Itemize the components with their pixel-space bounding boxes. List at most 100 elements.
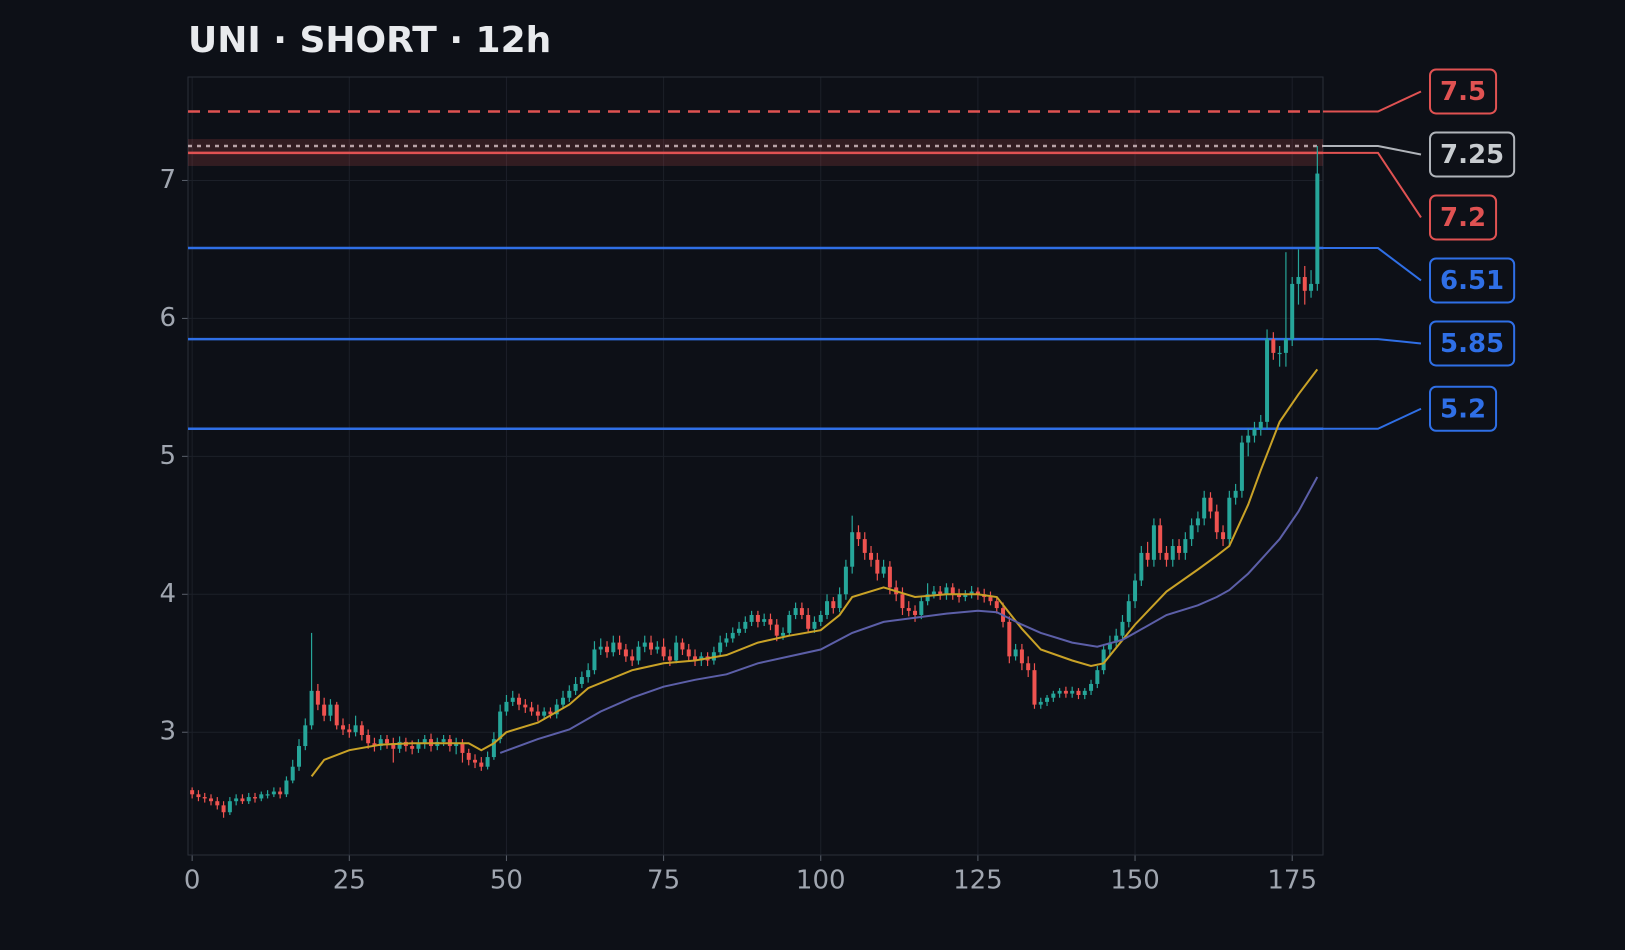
y-tick-label: 3 <box>159 717 176 747</box>
candle-body <box>1309 283 1314 291</box>
candle-body <box>422 739 427 744</box>
candle-body <box>875 559 880 574</box>
candle-body <box>573 683 578 691</box>
candle-body <box>391 743 396 749</box>
level-label: 7.2 <box>1440 203 1486 233</box>
candle-body <box>466 752 471 760</box>
level-connector <box>1323 338 1422 345</box>
candle-body <box>1107 642 1112 650</box>
candle-body <box>680 642 685 650</box>
candle-body <box>227 801 232 813</box>
candle-body <box>322 704 327 716</box>
candle-body <box>271 791 276 795</box>
candle-body <box>1302 277 1307 291</box>
y-tick-label: 5 <box>159 441 176 471</box>
candle-body <box>209 798 214 802</box>
candle-body <box>1038 701 1043 705</box>
candle-body <box>1221 532 1226 540</box>
candle-body <box>975 591 980 595</box>
candle-body <box>303 725 308 747</box>
candle-body <box>957 594 962 598</box>
candle-body <box>1195 518 1200 526</box>
candle-body <box>579 677 584 684</box>
candle-body <box>887 566 892 588</box>
candle-body <box>1202 497 1207 519</box>
candle-body <box>1239 442 1244 491</box>
level-connector <box>1323 247 1422 282</box>
candle-body <box>504 701 509 712</box>
x-tick-label: 25 <box>333 866 366 896</box>
candle-body <box>781 632 786 636</box>
candle-body <box>1189 525 1194 540</box>
candle-body <box>592 649 597 671</box>
candle-body <box>774 624 779 636</box>
candle-body <box>931 591 936 595</box>
candle-body <box>347 729 352 733</box>
candle-body <box>1057 690 1062 694</box>
candle-body <box>623 649 628 657</box>
candle-body <box>586 670 591 678</box>
candle-body <box>1126 601 1131 622</box>
candle-body <box>561 697 566 705</box>
level-label: 7.25 <box>1440 140 1504 170</box>
candle-body <box>900 594 905 609</box>
y-tick-label: 6 <box>159 303 176 333</box>
x-tick-label: 50 <box>490 866 523 896</box>
candle-body <box>1164 552 1169 560</box>
candle-body <box>1063 690 1068 694</box>
candle-body <box>1145 552 1150 560</box>
candle-body <box>661 646 666 657</box>
candle-body <box>1246 435 1251 443</box>
level-label-box <box>1429 131 1516 178</box>
candle-body <box>674 642 679 661</box>
candle-body <box>460 743 465 753</box>
candle-body <box>825 601 830 615</box>
plot-frame <box>187 76 1324 856</box>
candle-body <box>485 757 490 767</box>
candle-body <box>1252 428 1257 436</box>
x-tick-label: 100 <box>796 866 846 896</box>
candle-body <box>410 746 415 749</box>
candle-body <box>278 791 283 795</box>
candle-body <box>787 614 792 633</box>
candle-body <box>1158 525 1163 553</box>
candle-body <box>1019 649 1024 664</box>
candle-body <box>1151 525 1156 560</box>
candle-body <box>831 601 836 609</box>
candle-body <box>359 725 364 735</box>
candle-body <box>454 743 459 747</box>
candle-body <box>529 707 534 712</box>
candle-body <box>605 646 610 653</box>
candle-body <box>1315 173 1320 284</box>
candle-body <box>667 656 672 661</box>
candle-body <box>523 704 528 708</box>
level-label-box <box>1429 68 1498 115</box>
candle-body <box>862 539 867 553</box>
candle-body <box>1227 497 1232 540</box>
candle-body <box>693 656 698 661</box>
candle-body <box>215 801 220 806</box>
candle-body <box>925 594 930 602</box>
candle-body <box>246 797 251 802</box>
candle-body <box>498 711 503 740</box>
candle-body <box>630 656 635 661</box>
x-tick-label: 125 <box>953 866 1003 896</box>
candle-body <box>1170 546 1175 560</box>
candle-body <box>510 697 515 702</box>
candle-body <box>259 794 264 799</box>
candle-body <box>1271 339 1276 353</box>
candle-body <box>202 797 207 799</box>
candle-body <box>919 601 924 615</box>
candle-body <box>1007 621 1012 657</box>
candle-body <box>542 711 547 716</box>
candle-body <box>372 743 377 747</box>
level-label: 5.85 <box>1440 329 1504 359</box>
candle-body <box>649 642 654 650</box>
candle-body <box>1290 283 1295 340</box>
candle-body <box>856 532 861 540</box>
candle-body <box>290 766 295 781</box>
candle-body <box>284 780 289 795</box>
candle-body <box>818 614 823 622</box>
candle-body <box>416 743 421 749</box>
candle-body <box>240 798 245 802</box>
